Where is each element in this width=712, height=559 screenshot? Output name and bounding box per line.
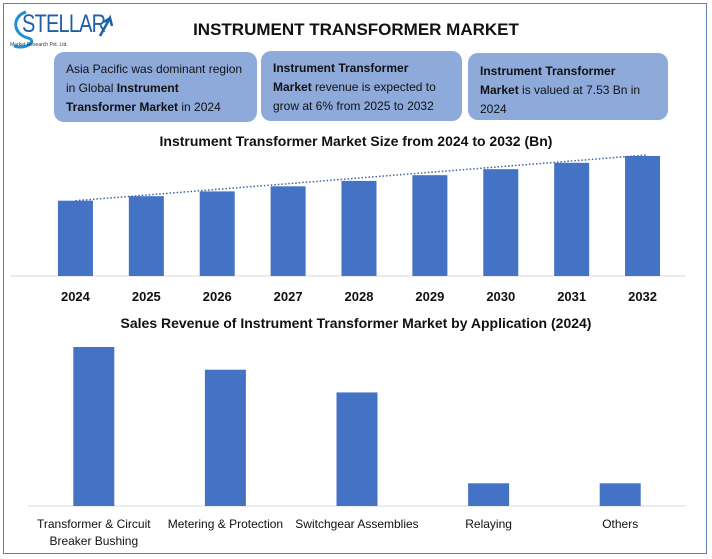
chart2-x-tick: Relaying: [465, 517, 512, 531]
chart1-title: Instrument Transformer Market Size from …: [159, 133, 553, 149]
info-text: Asia Pacific was dominant region in Glob…: [66, 62, 243, 95]
info-text: Instrument Transformer Market: [66, 81, 179, 114]
chart1-x-tick: 2027: [274, 289, 303, 304]
chart2-bar: [73, 347, 115, 506]
chart1-trendline: [75, 154, 647, 202]
info-text: Instrument Transformer Market: [273, 61, 409, 94]
chart2-x-tick: Breaker Bushing: [49, 534, 138, 548]
chart2-x-tick: Metering & Protection: [168, 517, 283, 531]
chart1-bar-2027: [270, 186, 306, 276]
chart1-x-tick: 2024: [61, 289, 91, 304]
chart1-bar-2024: [57, 200, 93, 276]
chart2-x-tick: Transformer & Circuit: [37, 517, 151, 531]
chart1-bar-2032: [625, 156, 661, 276]
chart1-bar-2031: [554, 162, 590, 276]
info-text: in 2024: [178, 100, 221, 114]
chart2-x-tick: Switchgear Assemblies: [295, 517, 418, 531]
chart1-x-tick: 2029: [415, 289, 444, 304]
chart1-bar-2026: [199, 191, 235, 276]
chart1-bar-2028: [341, 180, 377, 276]
chart1-bar-2030: [483, 169, 519, 276]
chart1-x-tick: 2032: [628, 289, 657, 304]
chart1-x-tick: 2031: [557, 289, 586, 304]
chart2-title: Sales Revenue of Instrument Transformer …: [120, 315, 592, 331]
info-box-growth: Instrument Transformer Market revenue is…: [261, 51, 462, 121]
logo-text: STELLAR: [22, 10, 106, 38]
info-text: revenue is expected to grow at 6% from 2…: [273, 80, 436, 113]
chart1-x-tick: 2030: [486, 289, 515, 304]
chart2-x-tick: Others: [602, 517, 638, 531]
stellar-logo: STELLAR Market Research Pvt. Ltd.: [8, 6, 118, 52]
chart1-bar-2025: [128, 196, 164, 276]
info-box-region: Asia Pacific was dominant region in Glob…: [54, 52, 257, 122]
chart1-bar-2029: [412, 175, 448, 276]
chart2-bar: [468, 483, 510, 506]
chart1-x-tick: 2026: [203, 289, 232, 304]
logo-subtitle: Market Research Pvt. Ltd.: [10, 42, 68, 48]
chart2-bar: [599, 483, 641, 506]
page-title: INSTRUMENT TRANSFORMER MARKET: [193, 20, 519, 39]
chart1-x-tick: 2028: [345, 289, 374, 304]
info-box-value: Instrument Transformer Market is valued …: [468, 53, 668, 120]
chart2-bar: [336, 392, 378, 506]
chart2-bar: [204, 369, 246, 506]
chart1-x-tick: 2025: [132, 289, 161, 304]
logo-swoosh-icon: [13, 10, 114, 49]
info-text: is valued at 7.53 Bn in 2024: [480, 83, 641, 116]
info-text: Instrument Transformer Market: [480, 64, 616, 97]
infographic-frame: [3, 3, 707, 554]
